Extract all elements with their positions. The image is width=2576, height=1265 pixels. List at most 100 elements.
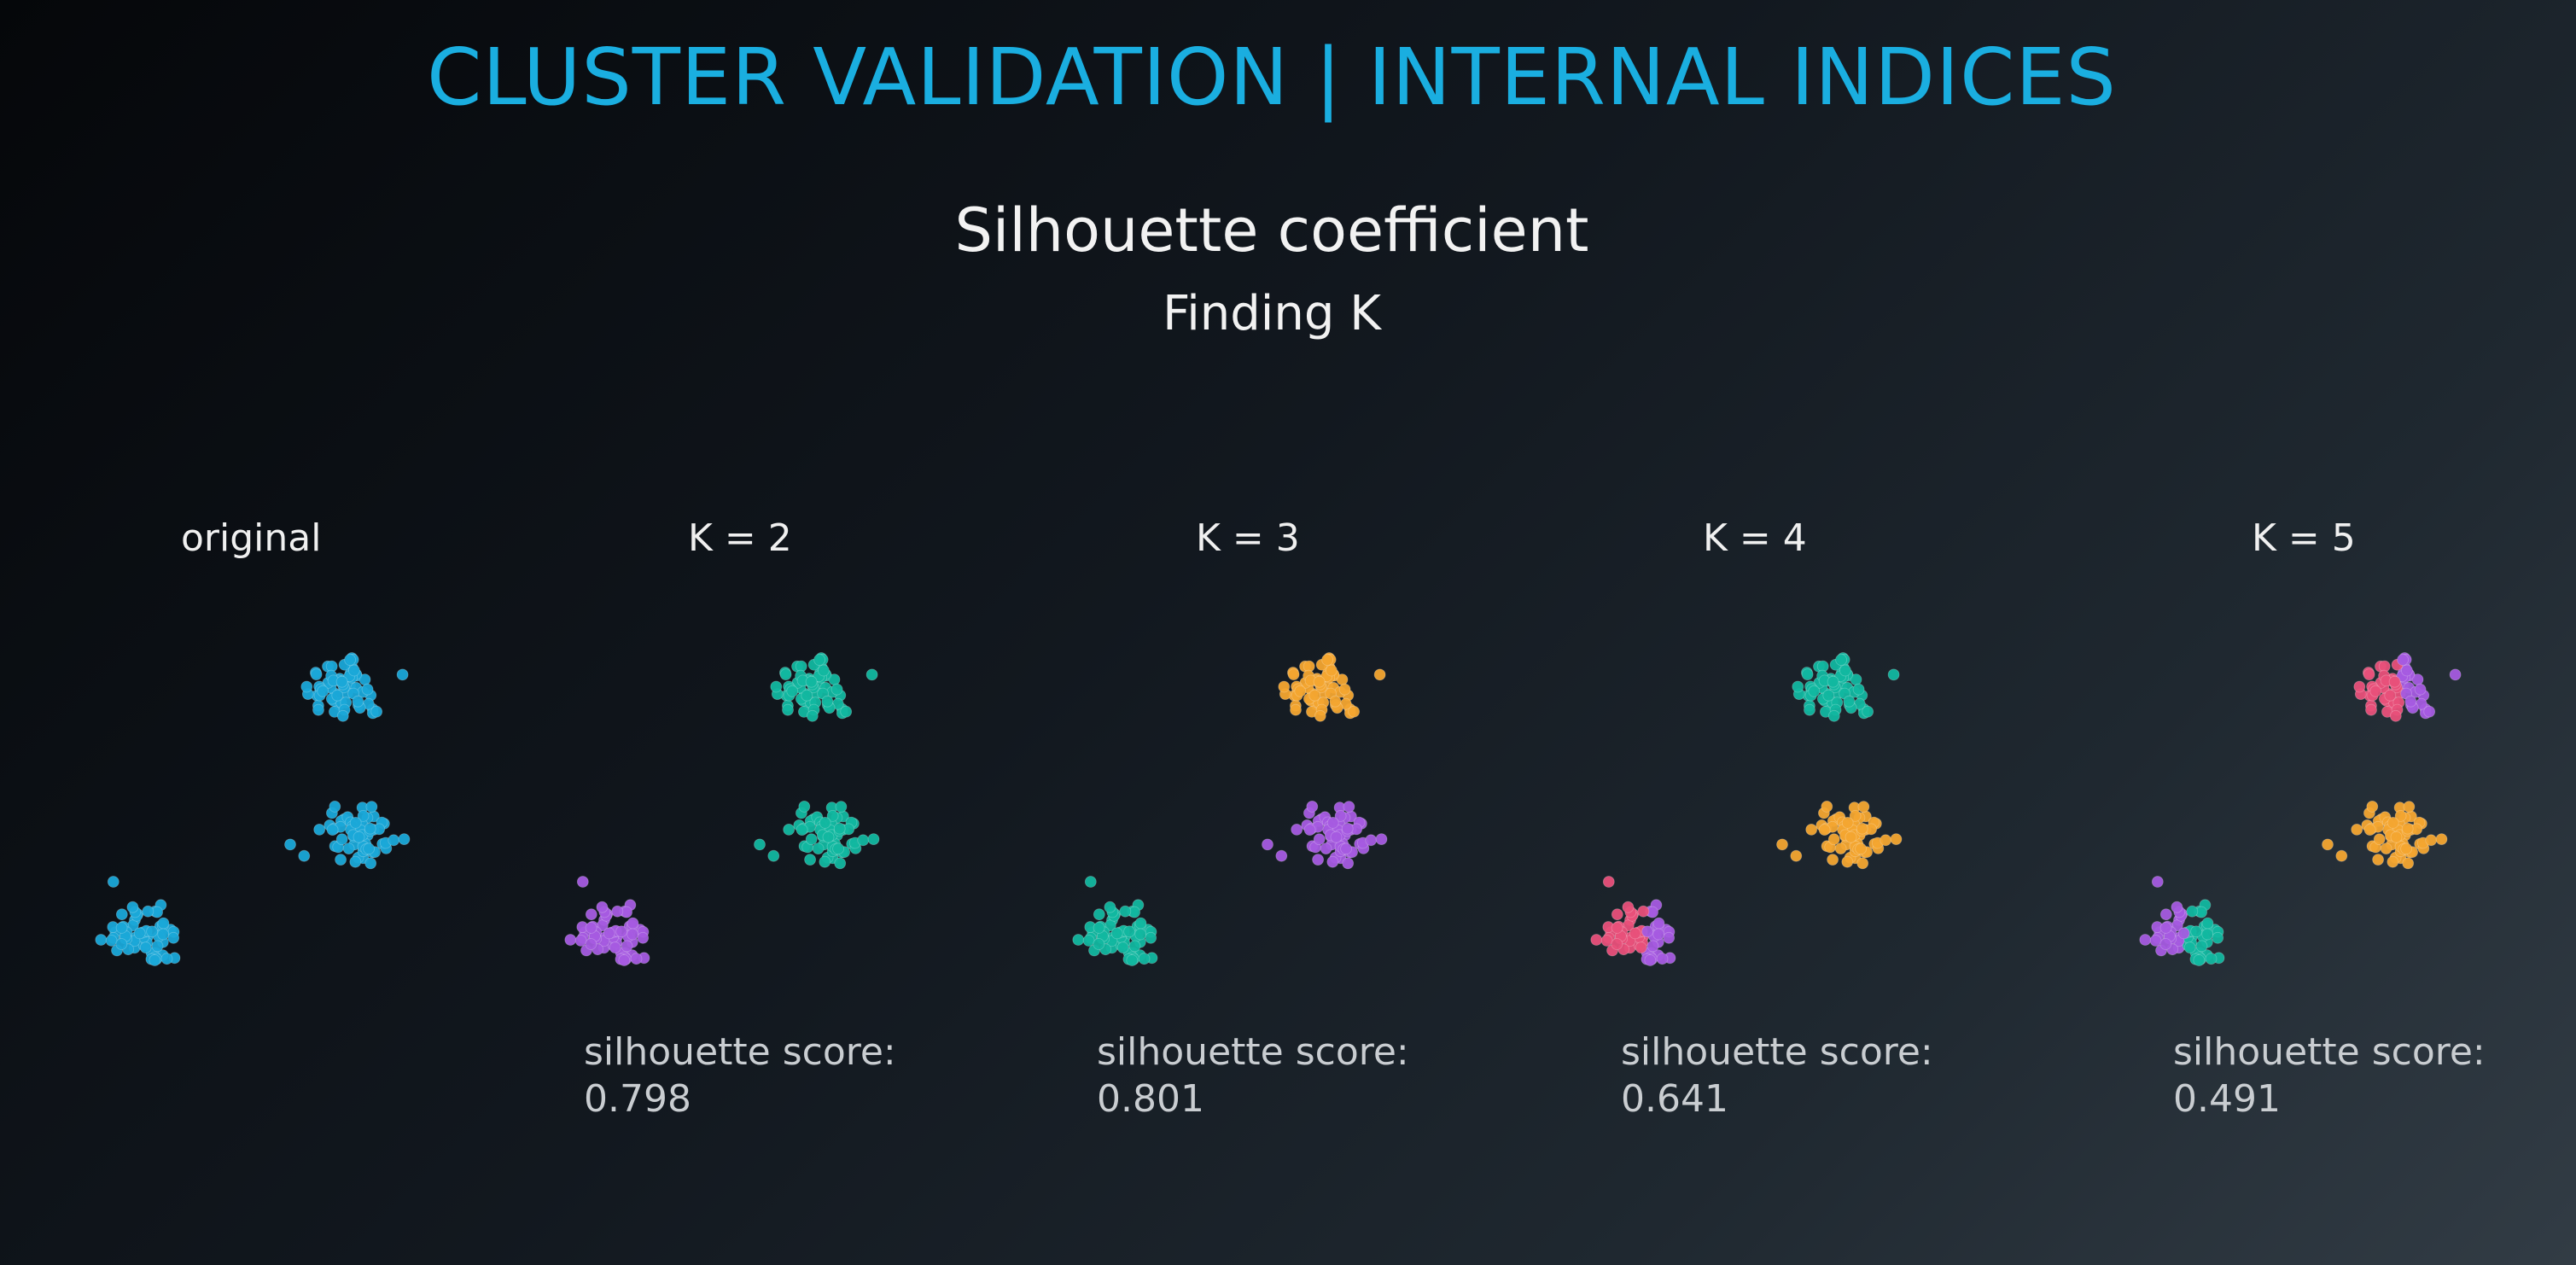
data-point — [1326, 817, 1339, 829]
data-point — [596, 901, 609, 913]
data-point — [336, 709, 349, 722]
data-point — [840, 705, 853, 718]
data-point — [576, 876, 589, 888]
data-point — [1116, 941, 1129, 953]
data-point — [1072, 934, 1085, 946]
data-point — [637, 931, 650, 944]
data-point — [1340, 842, 1352, 855]
data-point — [1827, 833, 1840, 846]
slide-subtitle: Silhouette coefficient — [954, 195, 1589, 265]
data-point — [1845, 831, 1857, 843]
data-point — [1303, 824, 1316, 836]
score-label: silhouette score: — [1621, 1030, 1933, 1074]
data-point — [331, 689, 344, 702]
data-point — [167, 931, 180, 944]
data-point — [783, 824, 796, 836]
data-point — [1629, 927, 1641, 940]
data-point — [770, 680, 783, 693]
data-point — [779, 668, 792, 680]
data-point — [1329, 695, 1342, 708]
data-point — [349, 855, 362, 868]
data-point — [805, 675, 818, 688]
data-point — [1342, 857, 1355, 870]
data-point — [1262, 838, 1273, 851]
data-point — [1656, 953, 1669, 965]
data-point — [312, 703, 324, 716]
data-point — [2435, 833, 2448, 845]
data-point — [2335, 849, 2348, 862]
data-point — [1590, 934, 1603, 946]
data-point — [1805, 824, 1818, 836]
data-point — [835, 801, 848, 813]
data-point — [1652, 928, 1665, 941]
data-point — [1652, 917, 1665, 930]
data-point — [2400, 664, 2413, 677]
data-point — [618, 954, 631, 966]
data-point — [1818, 824, 1831, 836]
data-point — [1637, 905, 1650, 918]
data-point — [157, 917, 170, 930]
data-point — [1093, 938, 1105, 950]
data-point — [349, 817, 362, 829]
data-point — [115, 922, 128, 934]
data-point — [1123, 925, 1135, 938]
data-point — [1646, 940, 1659, 953]
data-point — [2159, 922, 2172, 934]
data-point — [1320, 842, 1332, 854]
data-point — [1343, 801, 1355, 813]
data-point — [2195, 940, 2208, 953]
data-point — [621, 940, 633, 953]
data-point — [1341, 822, 1354, 835]
data-point — [1326, 664, 1338, 677]
data-point — [1887, 668, 1900, 681]
data-point — [2177, 927, 2190, 940]
data-point — [2159, 938, 2172, 950]
data-point — [796, 824, 808, 836]
data-point — [833, 822, 846, 835]
data-point — [818, 664, 830, 677]
data-point — [1622, 901, 1635, 913]
data-point — [1663, 931, 1676, 944]
data-point — [819, 855, 831, 868]
data-point — [2404, 695, 2417, 708]
data-point — [2387, 855, 2399, 868]
panel-label-original: original — [181, 516, 322, 560]
data-point — [1275, 849, 1288, 862]
data-point — [1801, 668, 1814, 680]
data-point — [2388, 675, 2401, 688]
data-point — [1134, 928, 1147, 941]
score-k5: silhouette score: 0.491 — [2173, 1029, 2486, 1122]
data-point — [1841, 855, 1854, 868]
data-point — [115, 938, 128, 950]
data-point — [564, 934, 577, 946]
data-point — [832, 842, 844, 855]
data-point — [1291, 824, 1303, 836]
data-point — [822, 831, 835, 843]
data-point — [2363, 668, 2375, 680]
data-point — [2402, 857, 2415, 870]
data-point — [801, 689, 813, 702]
data-point — [867, 833, 880, 845]
data-point — [627, 917, 639, 930]
data-point — [2201, 917, 2214, 930]
data-point — [1841, 817, 1854, 829]
data-point — [1835, 654, 1848, 666]
data-point — [335, 833, 348, 846]
data-point — [1808, 685, 1821, 697]
data-point — [363, 842, 376, 855]
data-point — [2363, 824, 2376, 836]
data-point — [786, 685, 799, 697]
data-point — [1602, 876, 1615, 888]
data-point — [115, 908, 128, 921]
data-point — [1104, 901, 1116, 913]
data-point — [388, 834, 400, 847]
data-point — [1776, 838, 1788, 851]
data-point — [151, 940, 164, 953]
slide-subsubtitle: Finding K — [1163, 286, 1381, 341]
data-point — [1827, 675, 1839, 688]
data-point — [2151, 876, 2164, 888]
data-point — [806, 709, 819, 722]
data-point — [146, 925, 159, 938]
data-point — [2400, 842, 2413, 855]
data-point — [1321, 654, 1333, 666]
